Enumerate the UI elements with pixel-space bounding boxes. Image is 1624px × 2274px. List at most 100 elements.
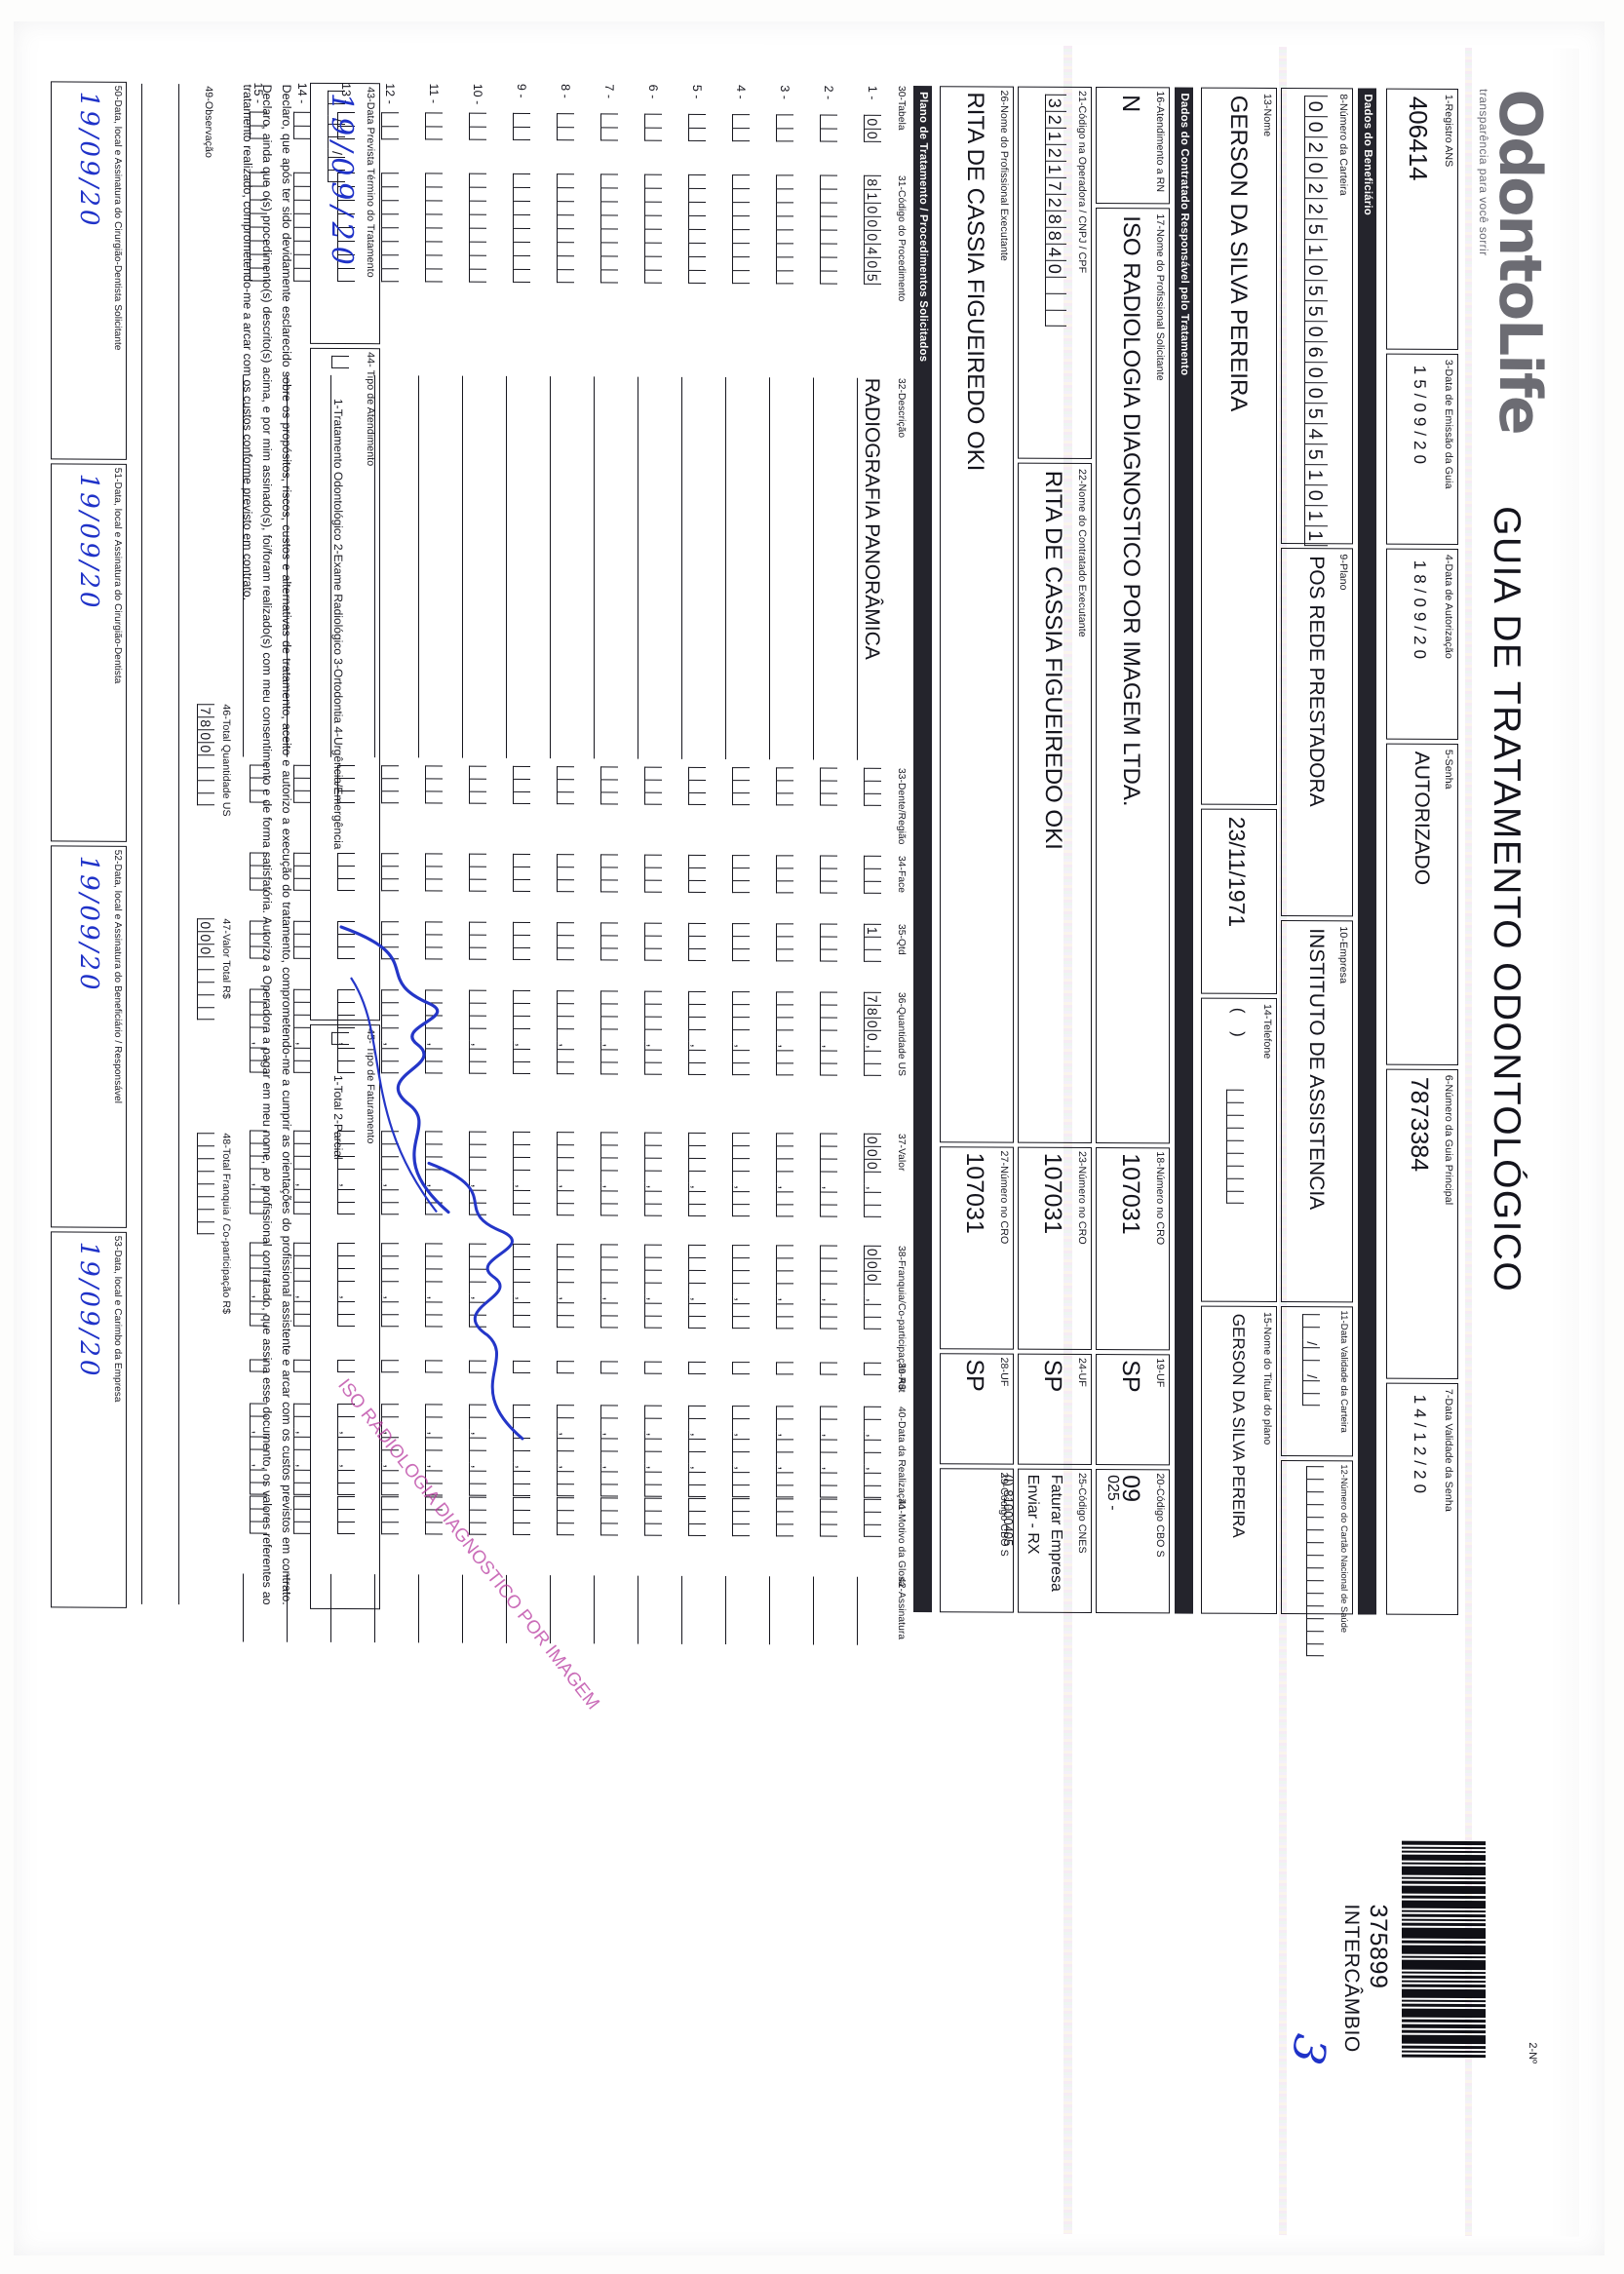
digit-cell[interactable] — [776, 1270, 793, 1284]
digit-cell[interactable] — [732, 1245, 750, 1258]
digit-cell[interactable] — [513, 1243, 530, 1257]
digit-cell[interactable] — [381, 213, 399, 228]
digit-cell[interactable] — [557, 1003, 574, 1017]
digit-cell[interactable] — [425, 1255, 443, 1269]
digit-cell[interactable] — [776, 1362, 793, 1375]
digit-cell[interactable] — [513, 186, 530, 202]
digit-cell[interactable] — [864, 1451, 881, 1465]
digit-cell[interactable] — [1306, 1631, 1324, 1644]
digit-cell[interactable] — [381, 1060, 399, 1074]
digit-cell[interactable] — [513, 268, 530, 284]
digit-cell[interactable]: 8 — [1045, 210, 1066, 227]
digit-cell[interactable] — [557, 779, 574, 792]
digit-cell[interactable] — [557, 1438, 574, 1451]
digit-cell[interactable] — [1306, 1643, 1324, 1657]
digit-cell[interactable] — [513, 1156, 530, 1171]
digit-cell[interactable] — [381, 1189, 399, 1203]
plan-row-description[interactable] — [813, 377, 839, 760]
digit-cell[interactable] — [1306, 1618, 1324, 1632]
digit-cell[interactable]: 5 — [1304, 403, 1328, 424]
digit-cell[interactable] — [197, 780, 214, 793]
digit-cell[interactable] — [425, 778, 443, 791]
digit-cell[interactable] — [644, 113, 662, 128]
digit-cell[interactable]: 0 — [1304, 116, 1328, 137]
digit-cell[interactable] — [381, 1048, 399, 1061]
digit-cell[interactable]: 0 — [864, 1245, 881, 1258]
digit-cell[interactable] — [469, 126, 486, 140]
digit-cell[interactable] — [381, 1255, 399, 1269]
digit-cell[interactable] — [513, 1268, 530, 1283]
digit-cell[interactable] — [557, 922, 574, 936]
digit-cell[interactable] — [820, 880, 837, 894]
digit-cell[interactable] — [425, 1268, 443, 1282]
digit-cell[interactable] — [557, 1302, 574, 1316]
digit-cell[interactable] — [732, 256, 750, 271]
plan-row-signature[interactable] — [638, 1575, 664, 1644]
digit-cell[interactable] — [732, 780, 750, 793]
digit-cell[interactable] — [513, 921, 530, 936]
digit-cell[interactable] — [557, 255, 574, 270]
digit-cell[interactable] — [688, 1302, 706, 1316]
digit-cell[interactable] — [732, 948, 750, 962]
digit-cell[interactable] — [732, 1133, 750, 1146]
digit-cell[interactable]: 5 — [864, 270, 881, 285]
digit-cell[interactable] — [557, 1190, 574, 1204]
digit-cell[interactable] — [820, 1029, 837, 1043]
digit-cell[interactable] — [600, 1256, 618, 1270]
digit-cell[interactable] — [600, 242, 618, 256]
digit-cell[interactable] — [197, 1196, 214, 1210]
digit-cell[interactable] — [197, 754, 214, 768]
digit-cell[interactable] — [425, 1169, 443, 1182]
digit-cell[interactable] — [776, 767, 793, 781]
digit-cell[interactable] — [864, 767, 881, 781]
digit-cell[interactable] — [381, 186, 399, 201]
digit-cell[interactable] — [820, 1245, 837, 1258]
digit-cell[interactable]: 0 — [864, 229, 881, 244]
digit-cell[interactable] — [425, 254, 443, 269]
digit-cell[interactable] — [513, 1169, 530, 1183]
digit-cell[interactable] — [864, 880, 881, 894]
plan-row-signature[interactable] — [725, 1576, 752, 1645]
digit-cell[interactable]: 7 — [1045, 176, 1066, 194]
digit-cell[interactable] — [381, 173, 399, 187]
digit-cell[interactable] — [197, 994, 214, 1008]
digit-cell[interactable] — [820, 188, 837, 203]
digit-cell[interactable] — [776, 243, 793, 257]
digit-cell[interactable] — [600, 1405, 618, 1418]
digit-cell[interactable] — [644, 1497, 662, 1511]
plan-row-description[interactable] — [462, 375, 488, 758]
digit-cell[interactable] — [688, 127, 706, 141]
digit-cell[interactable]: 0 — [864, 1158, 881, 1172]
digit-cell[interactable] — [513, 778, 530, 792]
digit-cell[interactable] — [557, 113, 574, 128]
digit-cell[interactable] — [644, 947, 662, 961]
digit-cell[interactable] — [732, 1439, 750, 1452]
digit-cell[interactable] — [776, 1145, 793, 1159]
digit-cell[interactable] — [776, 114, 793, 129]
digit-cell[interactable] — [600, 922, 618, 936]
digit-cell[interactable]: 0 — [864, 256, 881, 271]
digit-cell[interactable] — [644, 228, 662, 243]
digit-cell[interactable] — [381, 946, 399, 960]
digit-cell[interactable] — [600, 1315, 618, 1329]
digit-cell[interactable] — [644, 1003, 662, 1017]
digit-cell[interactable]: 1 — [864, 923, 881, 937]
digit-cell[interactable]: 0 — [197, 918, 214, 932]
digit-cell[interactable]: 2 — [1045, 193, 1066, 211]
digit-cell[interactable] — [864, 1498, 881, 1512]
digit-cell[interactable] — [776, 1029, 793, 1043]
digit-cell[interactable] — [820, 1050, 837, 1063]
digit-cell[interactable] — [864, 1171, 881, 1184]
plan-row-description[interactable]: RADIOGRAFIA PANORÂMICA — [857, 377, 883, 760]
digit-cell[interactable] — [688, 1028, 706, 1042]
digit-cell[interactable] — [1226, 1165, 1244, 1178]
plan-row-signature[interactable] — [418, 1574, 445, 1643]
digit-cell[interactable]: 2 — [1304, 198, 1328, 219]
digit-cell[interactable] — [557, 187, 574, 202]
digit-cell[interactable]: 0 — [1304, 382, 1328, 404]
observacao-line-1[interactable] — [178, 84, 179, 1605]
digit-cell[interactable] — [864, 1484, 881, 1498]
field-tipo-faturamento-value[interactable] — [331, 1031, 349, 1046]
digit-cell[interactable] — [688, 269, 706, 284]
digit-cell[interactable] — [776, 1245, 793, 1258]
